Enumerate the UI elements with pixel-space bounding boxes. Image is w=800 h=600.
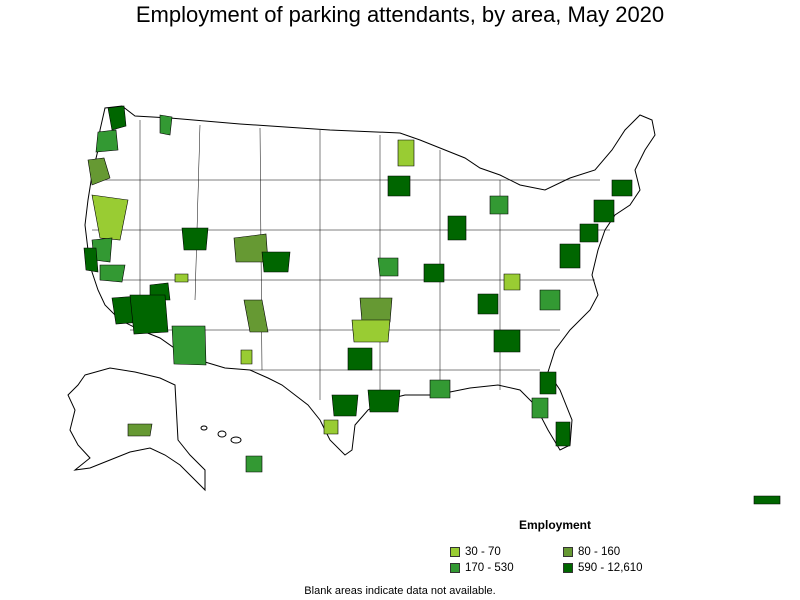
- area-tampa: [531, 397, 549, 419]
- area-seattle: [107, 105, 127, 131]
- area-n-nevada-nonmetro: [91, 194, 129, 241]
- area-new-york: [593, 199, 615, 223]
- area-st-louis: [423, 263, 445, 283]
- area-nashville: [477, 293, 499, 315]
- legend-swatch: [450, 547, 460, 557]
- area-oklahoma-city: [359, 297, 393, 323]
- area-sf-bay: [83, 247, 99, 273]
- legend-swatch: [563, 563, 573, 573]
- map-base-layer: [67, 105, 656, 492]
- area-spokane: [159, 114, 173, 136]
- area-n-texas-nonmetro: [351, 319, 391, 343]
- area-dc-baltimore: [559, 243, 581, 269]
- area-boston: [611, 179, 633, 197]
- hawaii-islands: [200, 425, 242, 444]
- legend-item: 80 - 160: [563, 546, 620, 558]
- boundary-line: [194, 124, 201, 301]
- area-atlanta: [493, 329, 521, 353]
- area-san-antonio: [331, 394, 359, 417]
- contiguous-us-outline: [84, 105, 656, 456]
- area-fresno: [99, 264, 126, 283]
- area-chicago: [447, 215, 467, 241]
- area-s-new-mexico: [240, 349, 253, 365]
- legend-swatch: [450, 563, 460, 573]
- area-philadelphia: [579, 223, 599, 243]
- area-n-minnesota: [397, 139, 415, 167]
- area-san-juan: [753, 495, 781, 505]
- area-phoenix: [129, 294, 169, 335]
- area-orlando: [539, 371, 557, 395]
- area-albuquerque: [243, 299, 269, 333]
- area-eugene: [87, 157, 111, 186]
- legend: Employment 30 - 70 80 - 160 170 - 530 59…: [450, 518, 670, 580]
- legend-swatch: [563, 547, 573, 557]
- map-title: Employment of parking attendants, by are…: [135, 2, 665, 27]
- legend-label: 80 - 160: [578, 546, 621, 558]
- area-houston: [367, 389, 401, 413]
- area-n-arizona: [174, 273, 189, 283]
- area-new-orleans: [429, 379, 451, 399]
- legend-item: 590 - 12,610: [563, 562, 643, 574]
- area-honolulu: [245, 455, 263, 473]
- legend-label: 30 - 70: [465, 546, 501, 558]
- area-tucson: [171, 325, 207, 366]
- area-miami: [555, 421, 571, 447]
- area-denver: [261, 251, 291, 273]
- area-salt-lake: [181, 227, 209, 251]
- legend-label: 590 - 12,610: [578, 562, 643, 574]
- area-portland: [95, 129, 119, 153]
- area-s-texas: [323, 419, 339, 435]
- area-kentucky-nonmetro: [503, 273, 521, 291]
- area-anchorage: [127, 423, 153, 437]
- legend-item: 30 - 70: [450, 546, 501, 558]
- legend-label: 170 - 530: [465, 562, 514, 574]
- area-charlotte: [539, 289, 561, 311]
- area-kansas-city: [377, 257, 399, 277]
- area-dallas: [347, 347, 373, 371]
- legend-item: 170 - 530: [450, 562, 514, 574]
- area-detroit: [489, 195, 509, 215]
- footnote: Blank areas indicate data not available.: [304, 585, 496, 597]
- highlighted-areas-layer: [83, 105, 781, 505]
- legend-title: Employment: [518, 518, 591, 532]
- area-minneapolis: [387, 175, 411, 197]
